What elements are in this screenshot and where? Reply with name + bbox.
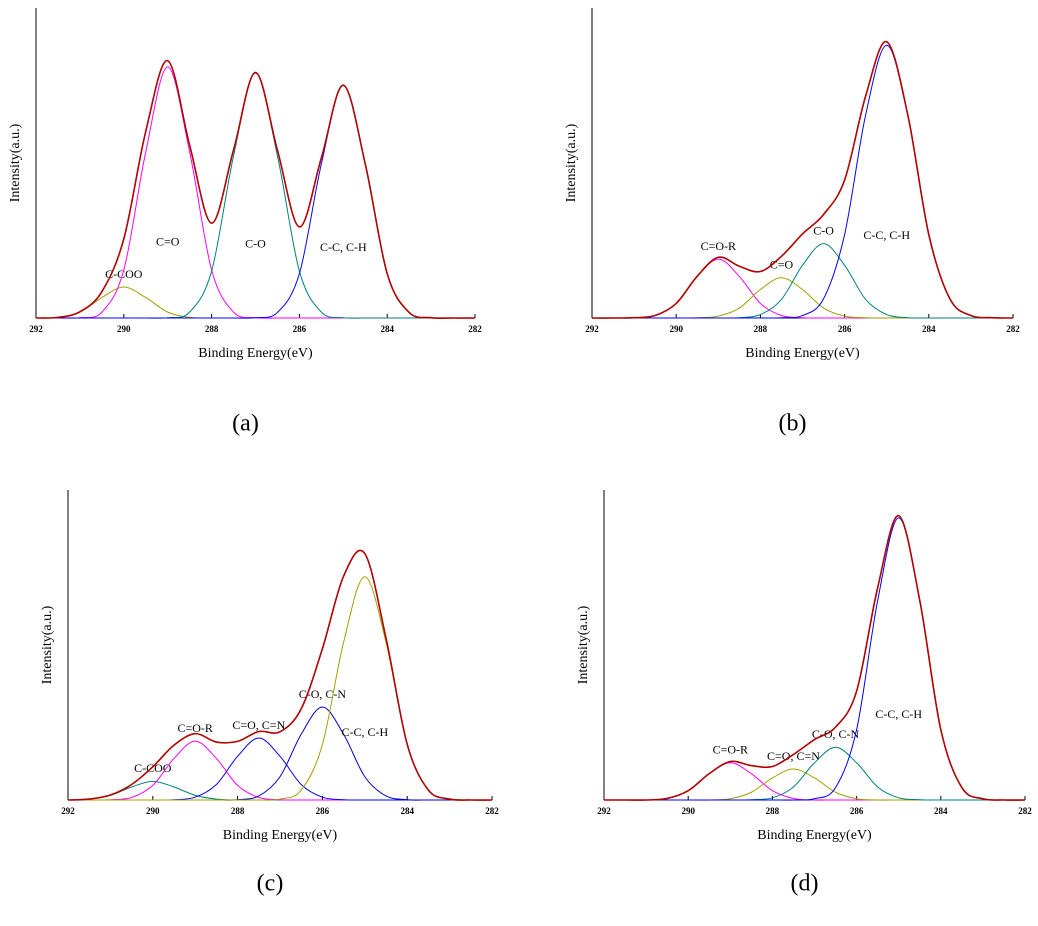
- x-tick-label: 282: [468, 324, 482, 334]
- x-tick-label: 282: [1006, 324, 1020, 334]
- x-tick-label: 284: [380, 324, 394, 334]
- x-tick-label: 284: [400, 806, 414, 816]
- spectrum-curve: [592, 44, 1014, 319]
- spectrum-curve: [36, 72, 475, 319]
- peak-label: C-COO: [105, 267, 143, 281]
- spectrum-curve: [591, 40, 1014, 319]
- x-tick-label: 292: [585, 324, 599, 334]
- x-tick-label: 292: [29, 324, 43, 334]
- x-axis-title: Binding Energy(eV): [745, 346, 860, 361]
- panel-label: (b): [779, 411, 807, 437]
- peak-label: C-O: [813, 223, 834, 237]
- spectrum-curve: [35, 66, 475, 319]
- panel-label: (d): [791, 871, 819, 897]
- y-axis-title: Intensity(a.u.): [8, 123, 23, 202]
- peak-label: C-COO: [134, 761, 172, 775]
- spectrum-curve: [604, 762, 1025, 801]
- peak-label: C-C, C-H: [320, 240, 367, 254]
- x-tick-label: 290: [681, 806, 695, 816]
- peak-label: C=O-R: [177, 721, 212, 735]
- panel-label: (a): [232, 411, 259, 437]
- x-tick-label: 286: [293, 324, 307, 334]
- x-tick-label: 288: [231, 806, 245, 816]
- spectrum-curve: [591, 258, 1013, 319]
- peak-label: C=O, C=N: [767, 749, 820, 763]
- x-tick-label: 284: [934, 806, 948, 816]
- x-tick-label: 288: [205, 324, 219, 334]
- x-axis-title: Binding Energy(eV): [198, 346, 313, 361]
- spectrum-curve: [592, 243, 1013, 319]
- peak-label: C-O, C-N: [299, 687, 347, 701]
- peak-label: C-O: [245, 236, 266, 250]
- y-axis-title: Intensity(a.u.): [40, 605, 55, 684]
- peak-label: C-O, C-N: [812, 727, 860, 741]
- x-tick-label: 282: [1018, 806, 1032, 816]
- y-axis-title: Intensity(a.u.): [576, 605, 591, 684]
- peak-label: C=O: [156, 234, 180, 248]
- peak-label: C=O, C=N: [232, 718, 285, 732]
- x-tick-label: 282: [485, 806, 499, 816]
- x-tick-label: 288: [766, 806, 780, 816]
- peak-label: C=O-R: [713, 743, 748, 757]
- x-tick-label: 284: [922, 324, 936, 334]
- peak-label: C-C, C-H: [341, 725, 388, 739]
- spectrum-curve: [35, 59, 476, 319]
- spectrum-curve: [604, 768, 1025, 801]
- x-tick-label: 292: [61, 806, 75, 816]
- x-tick-label: 286: [850, 806, 864, 816]
- peak-label: C-C, C-H: [875, 707, 922, 721]
- x-tick-label: 286: [838, 324, 852, 334]
- x-axis-title: Binding Energy(eV): [757, 828, 872, 843]
- panel-label: (c): [257, 871, 284, 897]
- peak-label: C-C, C-H: [863, 228, 910, 242]
- x-tick-label: 290: [669, 324, 683, 334]
- peak-label: C=O-R: [701, 239, 736, 253]
- x-axis-title: Binding Energy(eV): [223, 828, 338, 843]
- spectrum-curve: [604, 514, 1026, 801]
- x-tick-label: 292: [597, 806, 611, 816]
- spectrum-curve: [68, 576, 493, 801]
- x-tick-label: 290: [146, 806, 160, 816]
- spectrum-curve: [67, 549, 493, 801]
- spectrum-curve: [36, 84, 476, 319]
- x-tick-label: 288: [754, 324, 768, 334]
- x-tick-label: 286: [316, 806, 330, 816]
- x-tick-label: 290: [117, 324, 131, 334]
- y-axis-title: Intensity(a.u.): [564, 123, 579, 202]
